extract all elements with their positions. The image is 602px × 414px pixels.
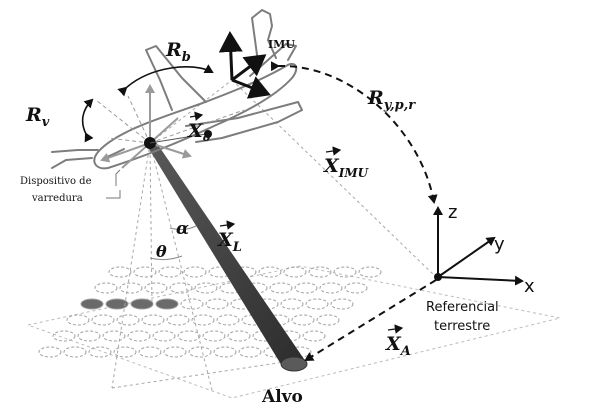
scan-ring bbox=[305, 298, 329, 310]
scan-ring bbox=[216, 314, 240, 326]
scan-ring bbox=[94, 282, 118, 294]
scan-ring bbox=[227, 330, 251, 342]
scan-ring bbox=[108, 266, 132, 278]
scan-ring bbox=[202, 330, 226, 342]
scan-ring bbox=[63, 346, 87, 358]
axis-z-label: z bbox=[448, 202, 457, 223]
target-label: Alvo bbox=[261, 387, 303, 407]
scan-ring bbox=[144, 282, 168, 294]
scan-ring bbox=[344, 282, 368, 294]
x-o-point bbox=[204, 130, 212, 138]
scan-ring bbox=[283, 266, 307, 278]
x-o-label: Xo bbox=[187, 111, 210, 144]
scan-ring bbox=[333, 266, 357, 278]
scan-spot bbox=[155, 298, 179, 310]
scan-spot bbox=[130, 298, 154, 310]
axis-x-label: x bbox=[524, 276, 535, 297]
scan-ring bbox=[205, 298, 229, 310]
aircraft-dashed-lines bbox=[95, 95, 245, 144]
scan-ring bbox=[269, 282, 293, 294]
laser-beam-icon bbox=[146, 142, 308, 372]
imu-axes-icon bbox=[218, 31, 271, 99]
scan-ring bbox=[119, 282, 143, 294]
scan-ring bbox=[258, 266, 282, 278]
svg-text:Xo: Xo bbox=[187, 120, 210, 144]
scan-ring bbox=[77, 330, 101, 342]
dashed-vectors bbox=[270, 61, 438, 362]
scan-ring bbox=[88, 346, 112, 358]
scan-ring bbox=[188, 346, 212, 358]
r-b-label: Rb bbox=[165, 39, 191, 65]
scan-footprints-icon bbox=[38, 266, 382, 358]
theta-label: θ bbox=[156, 242, 167, 261]
scan-ring bbox=[302, 330, 326, 342]
alpha-label: α bbox=[176, 219, 189, 239]
scan-ring bbox=[358, 266, 382, 278]
r-ypr-label: Ry,p,r bbox=[367, 87, 416, 113]
x-o-connector bbox=[149, 133, 207, 144]
scan-ring bbox=[127, 330, 151, 342]
x-imu-label: XIMU bbox=[323, 146, 370, 180]
scan-ring bbox=[280, 298, 304, 310]
scan-ring bbox=[316, 314, 340, 326]
scan-ring bbox=[52, 330, 76, 342]
ref-label-line1: Referencial bbox=[426, 300, 499, 315]
scan-ring bbox=[91, 314, 115, 326]
scan-ring bbox=[183, 266, 207, 278]
scan-ring bbox=[138, 346, 162, 358]
scan-ring bbox=[319, 282, 343, 294]
scan-ring bbox=[294, 282, 318, 294]
scan-ring bbox=[152, 330, 176, 342]
scan-ring bbox=[191, 314, 215, 326]
scan-ring bbox=[213, 346, 237, 358]
rotation-arcs bbox=[81, 64, 214, 143]
ground-origin-point bbox=[434, 273, 442, 281]
angle-arcs bbox=[149, 225, 197, 261]
scan-ring bbox=[180, 298, 204, 310]
scanner-label-line2: varredura bbox=[31, 193, 83, 204]
scan-spot bbox=[105, 298, 129, 310]
x-a-label: XA bbox=[385, 324, 411, 359]
svg-text:XIMU: XIMU bbox=[323, 155, 370, 180]
scan-ring bbox=[194, 282, 218, 294]
scan-ring bbox=[158, 266, 182, 278]
scan-spot bbox=[80, 298, 104, 310]
axis-y-label: y bbox=[494, 234, 505, 255]
scan-ring bbox=[291, 314, 315, 326]
scan-ring bbox=[133, 266, 157, 278]
scan-ring bbox=[169, 282, 193, 294]
scan-ring bbox=[308, 266, 332, 278]
scan-ring bbox=[66, 314, 90, 326]
scan-ring bbox=[238, 346, 262, 358]
imu-label: IMU bbox=[268, 38, 295, 51]
scan-ring bbox=[163, 346, 187, 358]
scan-ring bbox=[166, 314, 190, 326]
scan-ring bbox=[116, 314, 140, 326]
scan-ring bbox=[113, 346, 137, 358]
scan-ring bbox=[102, 330, 126, 342]
x-l-label: XL bbox=[217, 220, 242, 255]
scanner-callout bbox=[106, 169, 121, 199]
ground-frame-axes-icon bbox=[433, 206, 524, 286]
ref-label-line2: terrestre bbox=[434, 319, 490, 334]
scan-ring bbox=[330, 298, 354, 310]
r-v-label: Rv bbox=[25, 104, 50, 130]
svg-text:XL: XL bbox=[217, 229, 242, 255]
scan-ring bbox=[177, 330, 201, 342]
scan-ring bbox=[141, 314, 165, 326]
aircraft-outline-icon bbox=[51, 9, 303, 170]
scanner-label-line1: Dispositivo de bbox=[20, 176, 92, 187]
svg-text:XA: XA bbox=[385, 333, 411, 359]
scan-ring bbox=[38, 346, 62, 358]
